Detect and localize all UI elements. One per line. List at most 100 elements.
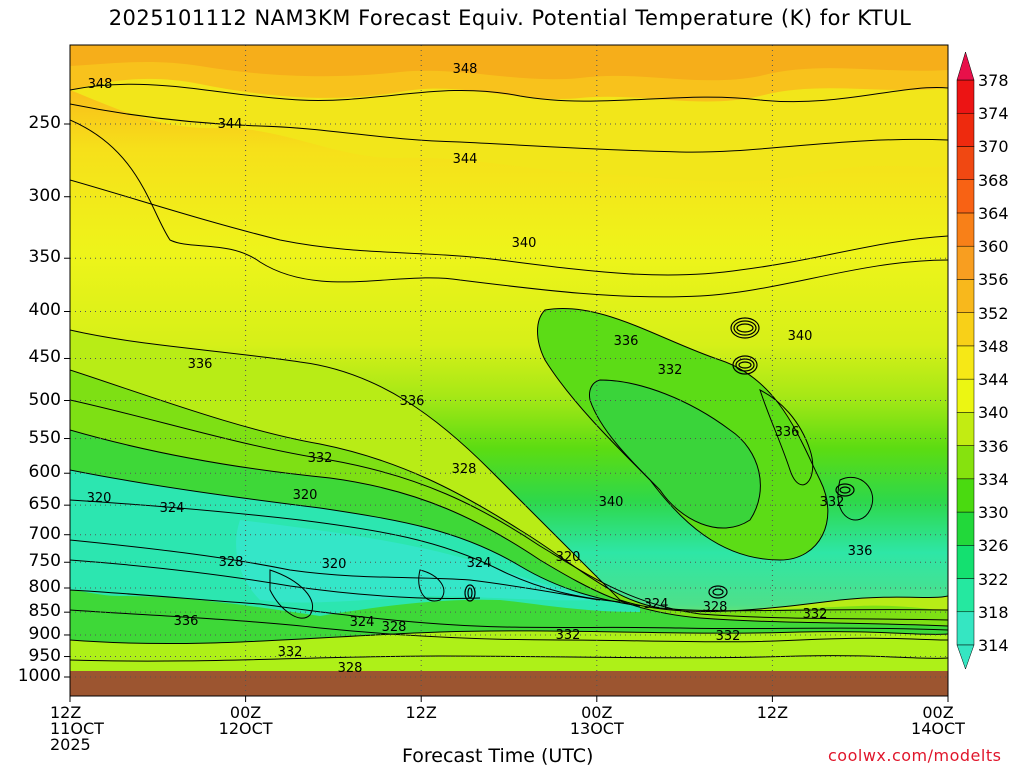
x-tick-label-line1: 12Z	[756, 703, 789, 722]
cluster-upper	[730, 317, 760, 339]
colorbar-label: 370	[978, 137, 1009, 157]
contour-label: 320	[556, 550, 581, 565]
y-tick-label: 600	[28, 462, 61, 483]
colorbar-segment	[956, 345, 975, 380]
contour-label: 324	[644, 597, 669, 612]
contour-label: 328	[382, 620, 407, 635]
y-tick-label: 350	[28, 247, 61, 268]
contour-label: 320	[322, 557, 347, 572]
plot-border	[69, 44, 949, 697]
x-tick-label-line1: 00Z	[581, 703, 613, 722]
contour-regions	[70, 45, 948, 696]
y-tick-label: 500	[28, 389, 61, 410]
y-tick-label: 450	[28, 347, 61, 368]
contour-label: 336	[614, 334, 639, 349]
contour-label: 336	[188, 357, 213, 372]
colorbar-label: 344	[978, 370, 1009, 390]
x-tick-label-line2	[737, 721, 807, 737]
contour-labels: 348 348 344 344 340 340 336 336 336 336 336 336 332 3…	[87, 62, 873, 676]
contour-label: 324	[467, 556, 492, 571]
x-tick-label-line3: 2025	[50, 735, 91, 754]
contour-label: 344	[218, 117, 243, 132]
y-tick-label: 700	[28, 523, 61, 544]
colorbar-segment	[956, 478, 975, 513]
x-tick-label-line2: 13OCT	[569, 719, 624, 738]
y-tick-label: 300	[28, 185, 61, 206]
colorbar-segment	[956, 79, 975, 114]
colorbar-label: 340	[978, 403, 1009, 423]
colorbar-label: 348	[978, 336, 1009, 356]
y-tick-label: 850	[28, 601, 61, 622]
x-tick-label-line2: 11OCT	[50, 719, 104, 738]
x-tick-label-line1: 12Z	[405, 703, 437, 722]
x-tick-label-line3	[211, 737, 281, 753]
contour-label: 348	[88, 77, 113, 92]
colorbar-top-arrow	[956, 51, 975, 81]
tick-marks	[64, 123, 949, 702]
contour-label: 324	[350, 615, 375, 630]
contour-label: 328	[452, 462, 477, 477]
colorbar-label: 374	[978, 104, 1009, 124]
colorbar-label: 356	[978, 270, 1009, 290]
colorbar-label: 326	[978, 536, 1009, 556]
contour-lines	[70, 83, 948, 662]
chart-title: 2025101112 NAM3KM Forecast Equiv. Potent…	[108, 6, 912, 30]
colorbar-label: 334	[978, 469, 1009, 489]
x-tick-label: 00Z 12OCT	[211, 705, 281, 753]
contour-clusters	[464, 317, 855, 602]
credit-text: coolwx.com/modelts	[828, 746, 1002, 765]
colorbar-segment	[956, 245, 975, 280]
y-tick-label: 550	[28, 427, 61, 448]
theta-region-344	[70, 78, 948, 182]
gridlines	[70, 45, 948, 696]
contour-label: 344	[453, 152, 478, 167]
y-tick-label: 750	[28, 551, 61, 572]
contour-label: 324	[160, 501, 185, 516]
colorbar-segment	[956, 146, 975, 180]
x-tick-label-line1: 12Z	[50, 703, 82, 722]
colorbar-segment	[956, 279, 975, 313]
colorbar-bottom-arrow	[956, 644, 975, 670]
x-tick-label: 00Z 14OCT	[903, 705, 973, 753]
contour-label: 332	[556, 628, 581, 643]
cluster-surface	[708, 585, 728, 599]
colorbar-segment	[956, 445, 975, 480]
cluster-lower	[732, 355, 758, 375]
contour-label: 336	[775, 425, 800, 440]
contour-label: 332	[803, 607, 828, 622]
x-axis-label: Forecast Time (UTC)	[402, 745, 594, 767]
x-tick-label-line1: 00Z	[229, 703, 262, 722]
x-tick-label-line2	[386, 721, 456, 737]
contour-label: 328	[703, 600, 728, 615]
colorbar-label: 336	[978, 436, 1009, 456]
colorbar-label: 364	[978, 203, 1009, 223]
theta-region-352	[70, 45, 948, 81]
contour-label: 348	[453, 62, 478, 77]
contour-label: 336	[400, 394, 425, 409]
colorbar-label: 322	[978, 569, 1009, 589]
contour-label: 336	[848, 544, 873, 559]
x-tick-label-line3	[737, 737, 807, 753]
y-tick-label: 900	[28, 623, 61, 644]
colorbar-label: 368	[978, 170, 1009, 190]
colorbar-segment	[956, 112, 975, 147]
x-tick-label: 12Z	[386, 705, 456, 753]
colorbar-segment	[956, 578, 975, 613]
colorbar-label: 378	[978, 71, 1009, 90]
x-tick-label: 12Z 11OCT 2025	[50, 705, 120, 753]
contour-label: 332	[278, 645, 303, 660]
x-tick-label-line2: 14OCT	[911, 719, 965, 738]
colorbar-label: 330	[978, 503, 1009, 523]
x-tick-label-line2: 12OCT	[218, 719, 273, 738]
contour-label: 340	[599, 495, 624, 510]
contour-label: 332	[820, 495, 845, 510]
contour-label: 340	[512, 236, 537, 251]
colorbar-segment	[956, 611, 975, 646]
contour-label: 328	[338, 661, 363, 676]
contour-label: 320	[293, 488, 318, 503]
contour-label: 332	[658, 363, 683, 378]
contour-label: 340	[788, 329, 813, 344]
theta-region-316	[236, 520, 600, 603]
contour-label: 320	[87, 491, 112, 506]
